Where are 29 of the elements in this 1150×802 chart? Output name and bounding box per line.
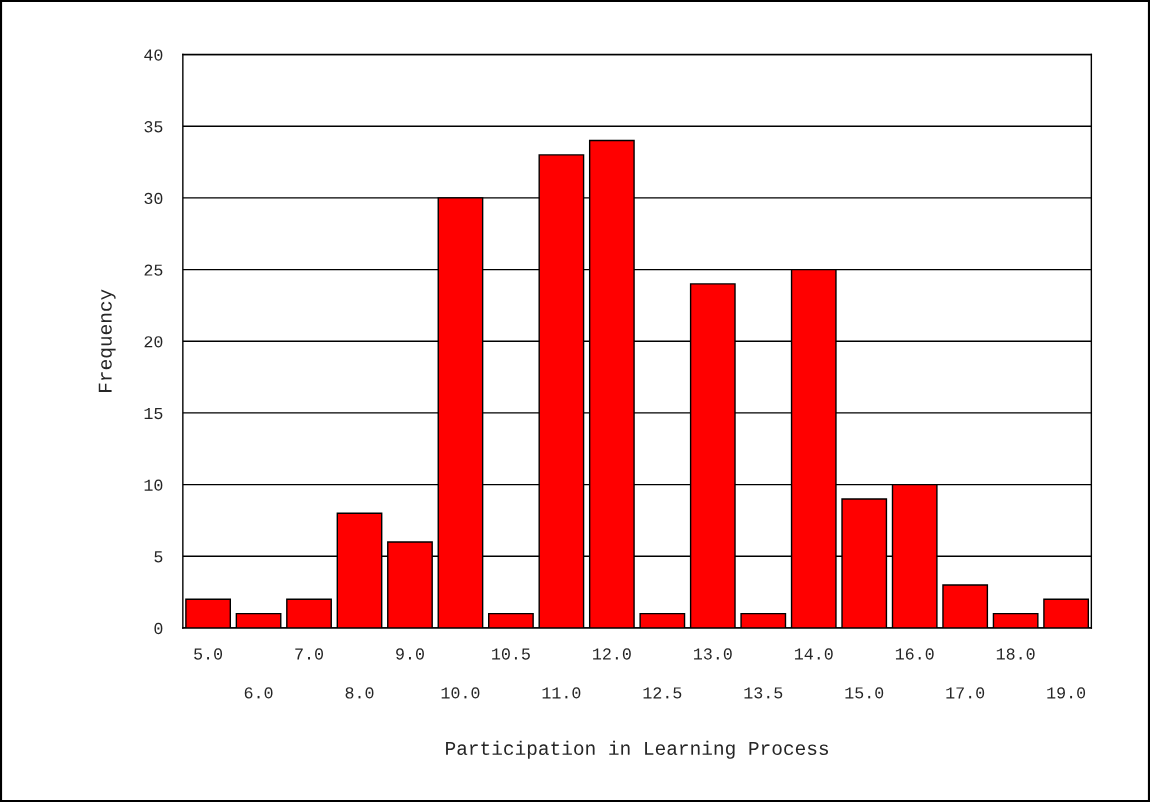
x-tick-label: 13.0 <box>694 648 732 660</box>
x-tick-label: 7.0 <box>295 648 324 660</box>
x-tick-label: 11.0 <box>542 687 581 699</box>
x-tick-label: 19.0 <box>1047 687 1086 699</box>
y-tick-label: 25 <box>144 264 163 276</box>
x-tick-label: 16.0 <box>895 648 934 660</box>
x-tick-label: 8.0 <box>345 687 374 699</box>
y-tick-label: 15 <box>144 407 163 420</box>
x-tick-label: 17.0 <box>946 687 985 699</box>
x-tick-label: 15.0 <box>845 687 884 699</box>
y-tick-label: 40 <box>144 49 163 61</box>
x-tick-label: 14.0 <box>794 648 833 660</box>
y-tick-label: 10 <box>144 479 163 491</box>
y-tick-label: 30 <box>144 192 163 205</box>
y-tick-label: 20 <box>144 336 163 348</box>
x-tick-label: 18.0 <box>996 648 1035 660</box>
x-tick-label: 10.0 <box>441 687 480 699</box>
x-tick-label: 12.0 <box>593 648 631 660</box>
x-tick-label: 13.5 <box>744 687 783 699</box>
x-axis-title: Participation in Learning Process <box>446 740 829 759</box>
x-tick-label: 10.5 <box>492 648 530 660</box>
x-tick-label: 5.0 <box>194 648 223 660</box>
y-tick-label: 35 <box>144 121 163 133</box>
x-tick-label: 9.0 <box>396 648 424 660</box>
x-tick-label: 12.5 <box>643 687 682 699</box>
y-tick-label: 5 <box>154 551 163 563</box>
y-axis-title: Frequency <box>98 289 116 392</box>
x-tick-label: 6.0 <box>244 687 273 699</box>
y-tick-label: 0 <box>154 622 163 635</box>
